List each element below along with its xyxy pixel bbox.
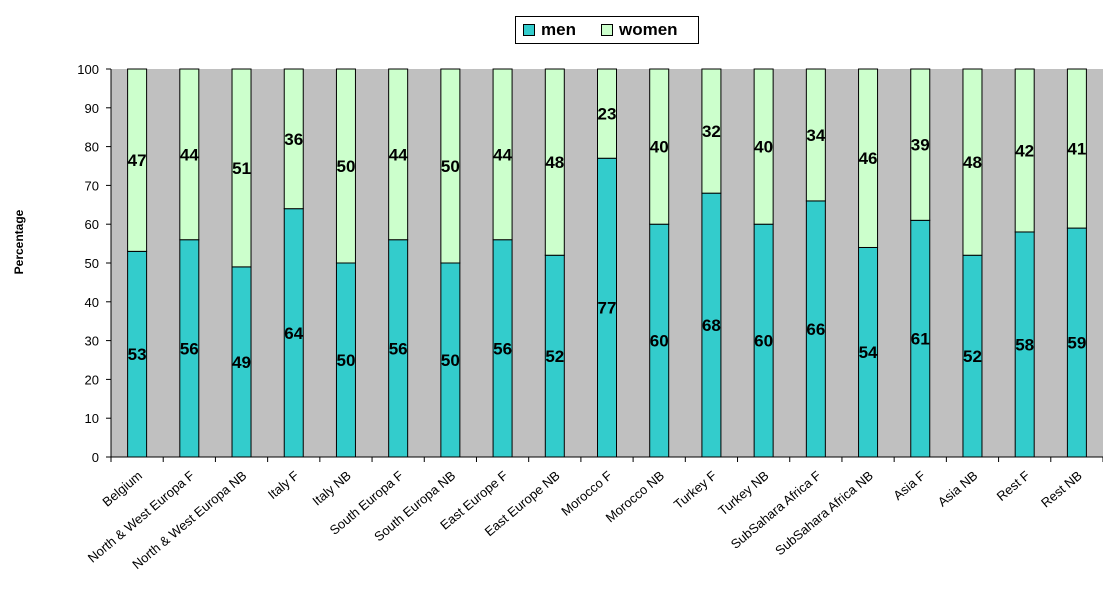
bar-women-10 [649,68,670,225]
x-tick-label-18: Rest NB [1038,468,1085,511]
data-label-men-11: 68 [702,316,721,335]
data-label-women-18: 41 [1067,140,1086,159]
x-tick-label-0: Belgium [99,468,145,510]
y-tick-label-50: 50 [85,256,99,271]
data-label-women-16: 48 [963,153,982,172]
data-label-men-3: 64 [284,324,303,343]
data-label-women-10: 40 [650,138,669,157]
data-label-women-15: 39 [911,136,930,155]
data-label-women-2: 51 [232,159,251,178]
y-tick-label-80: 80 [85,140,99,155]
bar-women-7 [492,68,513,241]
data-label-men-10: 60 [650,332,669,351]
bar-women-14 [858,68,879,248]
data-label-women-0: 47 [128,151,147,170]
data-label-women-17: 42 [1015,141,1034,160]
legend-label-men: men [541,20,576,39]
data-label-men-5: 56 [389,339,408,358]
bar-women-6 [440,68,461,264]
bar-women-11 [701,68,722,194]
data-label-men-7: 56 [493,339,512,358]
data-label-men-1: 56 [180,339,199,358]
data-label-women-4: 50 [336,157,355,176]
x-tick-label-3: Italy F [265,468,302,502]
legend-item-men: men [523,20,576,39]
legend-item-women: women [601,20,678,39]
bar-women-17 [1014,68,1035,233]
data-label-men-18: 59 [1067,334,1086,353]
data-label-women-14: 46 [859,149,878,168]
bar-women-13 [805,68,826,202]
y-tick-label-100: 100 [77,62,99,77]
data-label-women-1: 44 [180,145,199,164]
data-label-women-5: 44 [389,145,408,164]
y-tick-label-30: 30 [85,334,99,349]
bar-women-12 [753,68,774,225]
data-label-women-12: 40 [754,138,773,157]
y-tick-label-90: 90 [85,101,99,116]
bar-women-4 [335,68,356,264]
y-tick-label-0: 0 [92,450,99,465]
data-label-men-16: 52 [963,347,982,366]
data-label-women-13: 34 [806,126,825,145]
y-tick-label-10: 10 [85,411,99,426]
data-label-men-0: 53 [128,345,147,364]
data-label-women-7: 44 [493,145,512,164]
data-label-men-2: 49 [232,353,251,372]
bar-women-3 [283,68,304,210]
bar-women-5 [388,68,409,241]
bar-women-1 [179,68,200,241]
y-tick-label-60: 60 [85,217,99,232]
y-tick-label-70: 70 [85,178,99,193]
x-tick-label-4: Italy NB [309,468,354,509]
bar-women-9 [597,68,617,159]
data-label-women-3: 36 [284,130,303,149]
data-label-women-9: 23 [598,105,617,124]
data-label-men-8: 52 [545,347,564,366]
bar-women-0 [127,68,148,252]
bar-women-2 [231,68,252,268]
data-label-men-14: 54 [859,343,878,362]
bar-women-16 [962,68,983,256]
bar-women-18 [1066,68,1087,229]
x-tick-label-16: Asia NB [935,468,981,510]
x-tick-label-13: SubSahara Africa F [728,468,824,552]
legend-label-women: women [619,20,678,39]
y-tick-label-40: 40 [85,295,99,310]
data-label-men-6: 50 [441,351,460,370]
legend-swatch-men [523,24,535,36]
data-label-men-15: 61 [911,330,930,349]
data-label-men-9: 77 [598,299,617,318]
y-tick-label-20: 20 [85,372,99,387]
data-label-men-4: 50 [336,351,355,370]
data-label-women-11: 32 [702,122,721,141]
data-label-men-12: 60 [754,332,773,351]
data-label-men-17: 58 [1015,335,1034,354]
x-tick-label-14: SubSahara Africa NB [772,468,876,558]
x-tick-label-11: Turkey F [671,468,720,512]
bar-women-8 [544,68,565,256]
data-label-women-8: 48 [545,153,564,172]
legend-swatch-women [601,24,613,36]
data-label-men-13: 66 [806,320,825,339]
data-label-women-6: 50 [441,157,460,176]
x-tick-label-15: Asia F [890,468,928,503]
x-tick-label-17: Rest F [994,468,1033,504]
legend: men women [515,16,699,44]
bar-women-15 [910,68,931,221]
